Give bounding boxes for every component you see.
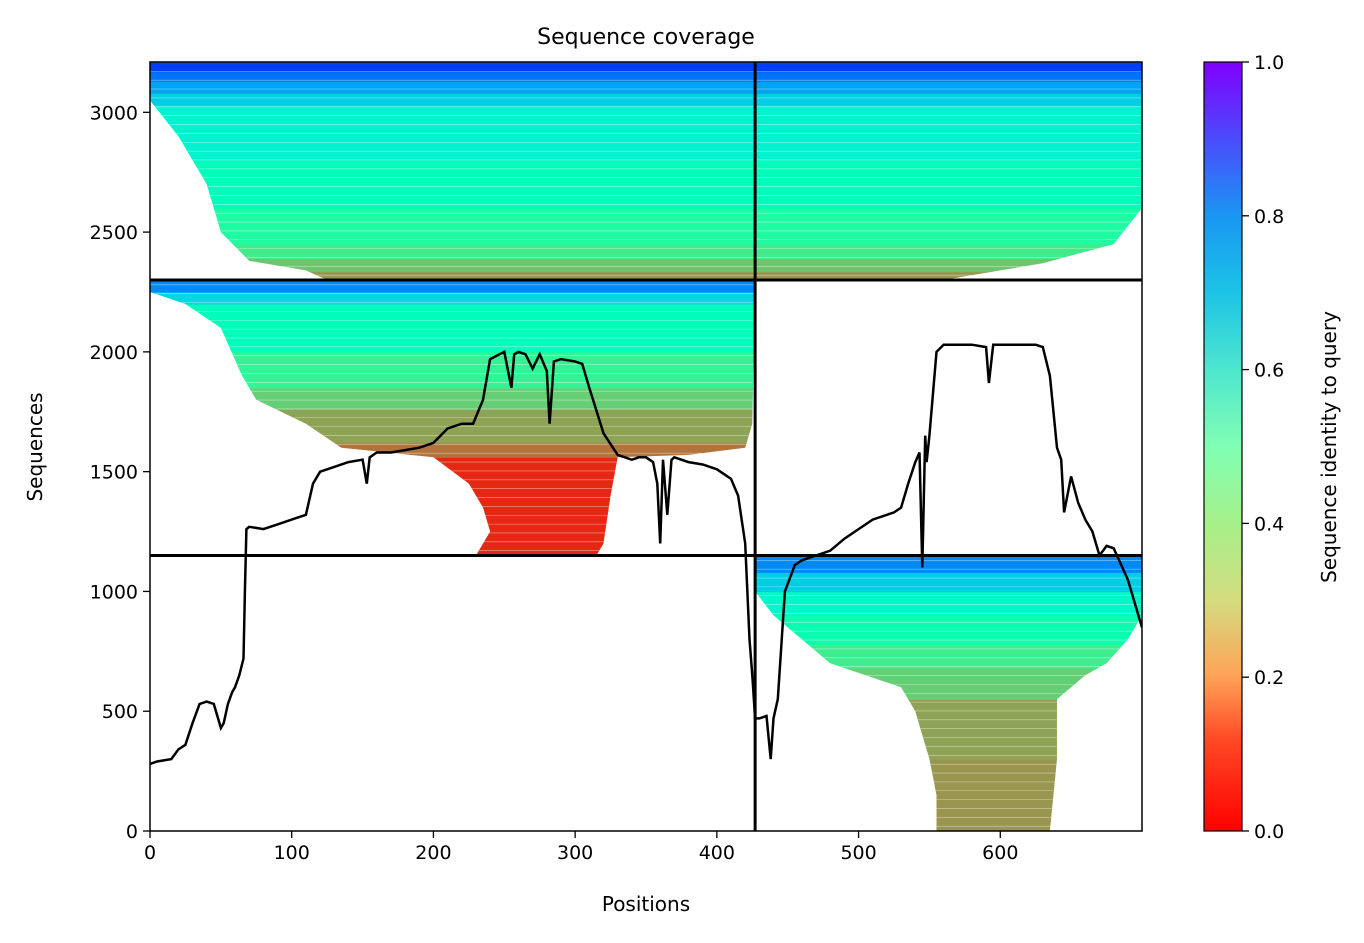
coverage-band xyxy=(150,303,756,353)
coverage-band xyxy=(755,759,1142,831)
colorbar-tick-label: 0.8 xyxy=(1254,206,1284,228)
x-tick-label: 0 xyxy=(144,842,156,864)
coverage-band xyxy=(150,160,756,209)
coverage-band xyxy=(755,93,1142,106)
x-axis-label: Positions xyxy=(602,892,690,916)
coverage-band xyxy=(150,258,756,273)
colorbar xyxy=(1203,61,1243,832)
coverage-block-C xyxy=(150,280,756,556)
colorbar-ticks: 0.0 0.2 0.4 0.6 0.8 1.0 xyxy=(1242,52,1284,843)
y-tick-label: 2000 xyxy=(90,342,138,364)
coverage-band xyxy=(755,591,1142,616)
coverage-band xyxy=(150,93,756,106)
colorbar-tick-label: 0.6 xyxy=(1254,360,1284,382)
y-tick-label: 500 xyxy=(102,701,138,723)
x-tick-label: 500 xyxy=(840,842,876,864)
coverage-band xyxy=(755,105,1142,161)
coverage-block-A xyxy=(150,62,756,281)
colorbar-tick-label: 1.0 xyxy=(1254,52,1284,74)
coverage-band xyxy=(150,351,756,389)
coverage-line xyxy=(150,343,1142,766)
coverage-band xyxy=(150,244,756,260)
y-tick-label: 1500 xyxy=(90,462,138,484)
x-tick-label: 400 xyxy=(699,842,735,864)
x-tick-label: 200 xyxy=(415,842,451,864)
coverage-band xyxy=(755,271,1142,281)
y-tick-label: 0 xyxy=(126,821,138,843)
coverage-band xyxy=(755,71,1142,82)
coverage-blocks xyxy=(150,62,1142,831)
colorbar-tick-label: 0.2 xyxy=(1254,667,1284,689)
x-tick-label: 100 xyxy=(274,842,310,864)
coverage-block-D xyxy=(755,555,1142,831)
y-tick-label: 1000 xyxy=(90,581,138,603)
y-tick-label: 2500 xyxy=(90,222,138,244)
coverage-band xyxy=(150,291,756,305)
coverage-band xyxy=(755,62,1142,73)
y-axis-label: Sequences xyxy=(23,392,47,501)
coverage-band xyxy=(150,71,756,82)
coverage-band xyxy=(755,208,1142,245)
coverage-band xyxy=(755,160,1142,209)
coverage-band xyxy=(150,105,756,161)
plot-frame xyxy=(149,61,1143,832)
colorbar-label: Sequence identity to query xyxy=(1317,311,1341,583)
coverage-band xyxy=(150,387,756,410)
coverage-band xyxy=(755,81,1142,94)
colorbar-tick-label: 0.0 xyxy=(1254,821,1284,843)
y-tick-label: 3000 xyxy=(90,102,138,124)
coverage-band xyxy=(150,62,756,73)
coverage-band xyxy=(150,208,756,245)
coverage-band xyxy=(755,258,1142,273)
coverage-band xyxy=(755,244,1142,260)
x-tick-label: 300 xyxy=(557,842,593,864)
coverage-band xyxy=(755,668,1142,700)
chart-title: Sequence coverage xyxy=(537,25,755,50)
coverage-band xyxy=(150,271,756,281)
colorbar-tick-label: 0.4 xyxy=(1254,513,1284,535)
coverage-band xyxy=(150,81,756,94)
coverage-band xyxy=(755,644,1142,669)
coverage-block-B xyxy=(755,62,1142,281)
coverage-band xyxy=(150,442,756,458)
plot-area xyxy=(150,62,1142,831)
coverage-band xyxy=(150,280,756,293)
coverage-band xyxy=(755,555,1142,573)
coverage-band xyxy=(755,572,1142,593)
x-axis: 0 100 200 300 400 500 600 xyxy=(144,831,1018,864)
y-axis: 0 500 1000 1500 2000 2500 3000 xyxy=(90,102,150,843)
coverage-band xyxy=(755,699,1142,760)
x-tick-label: 600 xyxy=(982,842,1018,864)
